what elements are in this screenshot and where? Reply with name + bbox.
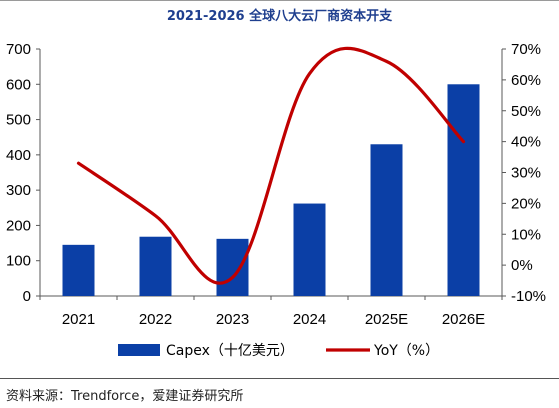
y-left-tick-label: 100 xyxy=(6,253,31,270)
capex-bar xyxy=(293,203,326,296)
x-tick-label: 2021 xyxy=(62,311,95,328)
footer-rule xyxy=(0,378,559,379)
capex-bar xyxy=(216,238,249,296)
y-right-tick-label: 40% xyxy=(511,134,541,151)
yoy-line xyxy=(76,46,466,285)
x-tick-label: 2022 xyxy=(139,311,172,328)
y-left-tick-label: 500 xyxy=(6,112,31,129)
capex-bar xyxy=(370,144,403,296)
legend-label-yoy: YoY（%） xyxy=(373,343,439,359)
capex-bar xyxy=(62,244,95,296)
x-tick-label: 2026E xyxy=(442,311,485,328)
legend-swatch-capex xyxy=(118,344,160,356)
y-left-tick-label: 700 xyxy=(6,41,31,58)
y-right-tick-label: 70% xyxy=(511,41,541,58)
y-left-tick-label: 0 xyxy=(23,288,31,305)
capex-bar xyxy=(139,236,172,296)
legend: Capex（十亿美元） YoY（%） xyxy=(118,343,439,359)
x-tick-label: 2025E xyxy=(365,311,408,328)
chart-canvas: 2021-2026 全球八大云厂商资本开支 0 100 200 300 400 500 60… xyxy=(6,8,546,359)
x-tick-label: 2023 xyxy=(216,311,249,328)
y-right-tick-label: 60% xyxy=(511,72,541,89)
y-left-tick-label: 400 xyxy=(6,147,31,164)
y-right-tick-label: -10% xyxy=(511,288,546,305)
chart-title: 2021-2026 全球八大云厂商资本开支 xyxy=(167,8,393,24)
y-left-tick-label: 300 xyxy=(6,182,31,199)
source-note: 资料来源：Trendforce，爱建证券研究所 xyxy=(6,389,244,404)
capex-bar xyxy=(447,84,480,297)
top-border xyxy=(0,0,559,1)
legend-label-capex: Capex（十亿美元） xyxy=(166,343,294,359)
y-left-tick-label: 600 xyxy=(6,76,31,93)
x-tick-label: 2024 xyxy=(293,311,326,328)
y-right-tick-label: 20% xyxy=(511,195,541,212)
y-right-tick-label: 50% xyxy=(511,103,541,120)
y-right-tick-label: 10% xyxy=(511,226,541,243)
y-right-tick-label: 30% xyxy=(511,165,541,182)
y-left-tick-label: 200 xyxy=(6,217,31,234)
y-right-tick-label: 0% xyxy=(511,257,533,274)
plot-area: 0 100 200 300 400 500 600 700 -10% 0% 10% 20% 30% 40%… xyxy=(6,41,546,328)
